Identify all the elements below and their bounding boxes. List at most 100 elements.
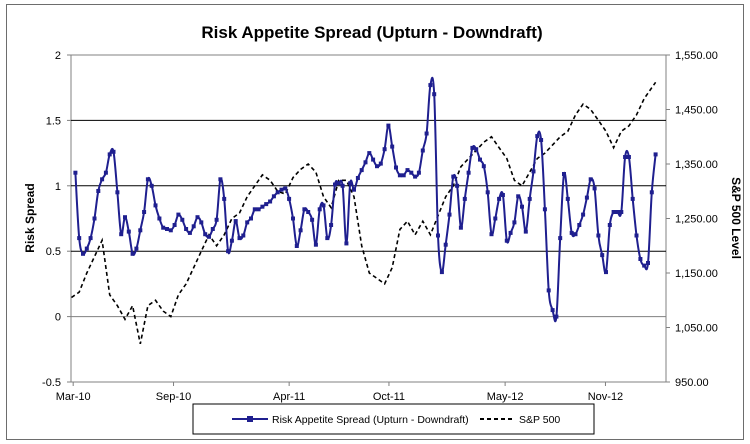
right-tick-label: 1,050.00 (675, 323, 718, 335)
spread-marker (84, 246, 89, 251)
spread-marker (378, 161, 383, 166)
spread-marker (638, 257, 643, 261)
spread-marker (210, 227, 215, 231)
x-tick-label: Mar-10 (56, 391, 91, 403)
spread-marker (539, 138, 544, 142)
spread-marker (321, 203, 326, 208)
spread-marker (485, 190, 490, 195)
left-tick-label: 1 (55, 181, 61, 193)
sp500-line (71, 81, 657, 345)
spread-marker (168, 228, 173, 233)
legend: Risk Appetite Spread (Upturn - Downdraft… (192, 403, 595, 435)
left-tick-label: 2 (55, 50, 61, 62)
spread-marker (535, 134, 540, 139)
spread-marker (569, 230, 574, 235)
spread-marker (413, 174, 418, 179)
spread-marker (520, 204, 524, 209)
spread-marker (145, 177, 150, 182)
spread-marker (149, 183, 154, 188)
spread-marker (359, 168, 364, 173)
spread-marker (577, 223, 582, 227)
spread-marker (310, 217, 315, 222)
spread-marker (363, 160, 368, 165)
spread-marker (653, 152, 658, 157)
spread-marker (161, 225, 166, 230)
spread-marker (615, 210, 620, 214)
spread-marker (626, 155, 631, 159)
spread-marker (172, 223, 177, 227)
spread-marker (367, 151, 372, 156)
spread-marker (214, 217, 219, 222)
spread-marker (252, 207, 257, 212)
spread-marker (382, 147, 387, 152)
spread-marker (279, 187, 284, 192)
spread-marker (241, 233, 246, 238)
spread-marker (222, 196, 227, 201)
spread-marker (115, 190, 120, 195)
spread-marker (432, 92, 437, 97)
spread-marker (191, 224, 196, 229)
spread-marker (443, 242, 448, 247)
spread-marker (436, 233, 440, 238)
spread-marker (420, 148, 425, 153)
spread-marker (73, 170, 78, 175)
spread-marker (325, 236, 330, 241)
spread-marker (558, 236, 563, 241)
spread-marker (474, 147, 479, 152)
spread-marker (329, 223, 334, 227)
x-tick-label: May-12 (487, 391, 524, 403)
spread-marker (592, 186, 597, 191)
spread-marker (489, 232, 494, 237)
spread-marker (165, 227, 169, 231)
spread-marker (264, 202, 269, 207)
spread-marker (405, 168, 410, 173)
spread-marker (493, 216, 498, 221)
spread-marker (409, 170, 414, 175)
spread-marker (203, 232, 208, 237)
spread-marker (646, 261, 650, 265)
spread-marker (623, 155, 628, 159)
right-tick-label: 1,350.00 (675, 159, 718, 171)
right-tick-label: 1,450.00 (675, 105, 718, 117)
right-tick-label: 1,150.00 (675, 268, 718, 280)
spread-marker (226, 249, 231, 254)
spread-marker (92, 216, 97, 221)
x-tick-label: Apr-11 (273, 391, 305, 403)
spread-marker (256, 207, 261, 212)
spread-marker (512, 220, 517, 225)
right-tick-label: 1,550.00 (675, 50, 718, 62)
spread-marker (462, 196, 467, 201)
spread-marker (542, 207, 547, 212)
spread-marker (268, 199, 273, 204)
spread-marker (229, 238, 234, 243)
spread-marker (355, 176, 360, 180)
spread-marker (283, 186, 288, 191)
spread-marker (100, 177, 105, 182)
spread-marker (470, 145, 475, 150)
left-tick-label: 0 (55, 312, 61, 324)
spread-marker (458, 225, 463, 230)
spread-marker (142, 210, 147, 214)
spread-marker (77, 236, 82, 241)
spread-marker (207, 234, 211, 239)
legend-spread-marker (247, 416, 253, 422)
spread-marker (642, 263, 647, 268)
spread-marker (596, 233, 601, 238)
sp500-series (71, 81, 657, 345)
spread-marker (119, 232, 124, 237)
spread-marker (516, 194, 521, 199)
spread-marker (298, 228, 303, 233)
spread-marker (401, 173, 406, 178)
spread-marker (371, 157, 376, 162)
spread-marker (607, 223, 612, 227)
spread-marker (478, 157, 482, 162)
spread-marker (527, 196, 532, 201)
spread-marker (333, 182, 337, 187)
spread-marker (271, 194, 276, 199)
spread-marker (504, 238, 509, 243)
spread-marker (397, 173, 402, 178)
spread-marker (249, 216, 253, 221)
spread-marker (111, 149, 116, 154)
